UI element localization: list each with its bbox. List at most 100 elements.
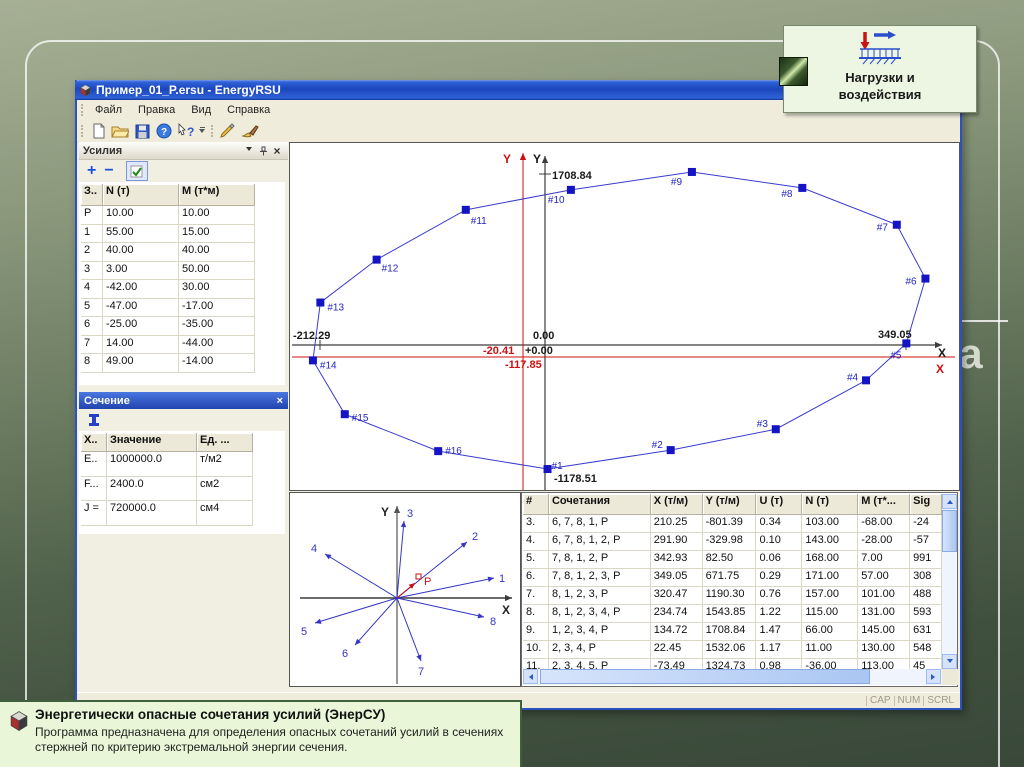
forces-table-cell: 4 [81, 280, 103, 299]
data-point-marker[interactable] [666, 446, 675, 455]
envelope-chart-panel[interactable]: #1 #2 #3 #4 #5 #6 #7 #8 #9 #10 #11 #12 #13 #14 #15 #16 Y… [289, 142, 960, 491]
check-combinations-button[interactable] [125, 161, 148, 181]
section-table-row[interactable]: J = 720000.0 см4 [81, 501, 253, 526]
forces-table-row[interactable]: 2 40.00 40.00 [81, 243, 255, 262]
combinations-table-row[interactable]: 7. 8, 1, 2, 3, P 320.47 1190.30 0.76 157.00 10… [523, 587, 942, 605]
chart-label: #15 [352, 413, 369, 424]
help-button[interactable]: ? [153, 121, 175, 141]
combinations-table-row[interactable]: 4. 6, 7, 8, 1, 2, P 291.90 -329.98 0.10 143.0… [523, 533, 942, 551]
combinations-table-row[interactable]: 8. 8, 1, 2, 3, 4, P 234.74 1543.85 1.22 115.0… [523, 605, 942, 623]
combinations-table-cell: 7, 8, 1, 2, P [548, 551, 651, 569]
forces-table-row[interactable]: 3 3.00 50.00 [81, 261, 255, 280]
data-point-marker[interactable] [798, 183, 807, 192]
panel-menu-button[interactable] [242, 144, 256, 158]
panel-pin-button[interactable] [256, 144, 270, 158]
combinations-table-cell: 1190.30 [702, 587, 757, 605]
section-type-button[interactable] [83, 410, 105, 430]
new-document-button[interactable] [87, 121, 109, 141]
chart-label: #10 [548, 195, 565, 206]
data-point-marker[interactable] [434, 447, 443, 456]
chart-label: Y [533, 152, 541, 166]
combinations-table-cell: -36.00 [802, 659, 859, 669]
chart-label: 7 [418, 666, 424, 678]
brush-tool-button[interactable] [239, 121, 261, 141]
save-button[interactable] [131, 121, 153, 141]
vector-line [314, 597, 398, 624]
section-table-row[interactable]: F... 2400.0 см2 [81, 476, 253, 502]
combinations-table-cell: 671.75 [702, 569, 757, 587]
forces-table-row[interactable]: P 10.00 10.00 [81, 206, 255, 225]
data-point-marker[interactable] [566, 185, 575, 194]
combinations-table-cell: 5. [523, 551, 549, 569]
chart-label: P [424, 576, 431, 588]
data-point-marker[interactable] [687, 167, 696, 176]
energy-tool-button[interactable] [217, 121, 239, 141]
forces-table-cell: 30.00 [179, 280, 255, 299]
combinations-table-cell: 320.47 [650, 587, 703, 605]
combinations-scrollbar-vertical[interactable] [942, 494, 957, 669]
vertical-scroll-thumb[interactable] [942, 510, 957, 552]
open-file-button[interactable] [109, 121, 131, 141]
forces-table-header-row: З.. N (т) M (т*м) [81, 184, 255, 206]
data-point-marker[interactable] [771, 425, 780, 434]
info-box-title: Энергетически опасные сочетания усилий (… [35, 707, 386, 722]
combinations-table-column-header: Sig [910, 494, 942, 515]
status-separator [923, 695, 925, 706]
scroll-down-button[interactable] [942, 654, 957, 669]
combinations-table-row[interactable]: 9. 1, 2, 3, 4, P 134.72 1708.84 1.47 66.00 145… [523, 623, 942, 641]
remove-row-button[interactable]: − [104, 162, 114, 179]
menu-item-Вид[interactable]: Вид [191, 104, 212, 116]
data-point-marker[interactable] [543, 465, 552, 474]
panel-close-button[interactable]: × [273, 143, 281, 158]
forces-table-row[interactable]: 7 14.00 -44.00 [81, 335, 255, 354]
forces-table-row[interactable]: 1 55.00 15.00 [81, 224, 255, 243]
data-point-marker[interactable] [921, 274, 930, 283]
section-table-row[interactable]: E.. 1000000.0 т/м2 [81, 452, 253, 477]
forces-panel-header[interactable]: Усилия × [79, 142, 288, 160]
horizontal-scroll-thumb[interactable] [540, 669, 870, 684]
menu-item-Файл[interactable]: Файл [95, 104, 123, 116]
data-point-marker[interactable] [892, 220, 901, 229]
forces-table-row[interactable]: 4 -42.00 30.00 [81, 280, 255, 299]
data-point-marker[interactable] [340, 410, 349, 419]
menu-item-Справка[interactable]: Справка [227, 104, 271, 116]
data-point-marker[interactable] [316, 298, 325, 307]
forces-table-row[interactable]: 5 -47.00 -17.00 [81, 298, 255, 317]
context-help-button[interactable]: ? [175, 121, 197, 141]
combinations-table-cell: 210.25 [650, 515, 703, 533]
menu-item-Правка[interactable]: Правка [138, 104, 176, 116]
toolbar-grip-2 [211, 125, 213, 137]
combinations-table-row[interactable]: 11. 2, 3, 4, 5, P -73.49 1324.73 0.98 -36.00 1… [523, 659, 942, 669]
app-icon [80, 84, 91, 96]
data-point-marker[interactable] [372, 255, 381, 264]
forces-table-row[interactable]: 8 49.00 -14.00 [81, 354, 255, 373]
combinations-table-row[interactable]: 6. 7, 8, 1, 2, 3, P 349.05 671.75 0.29 171.00… [523, 569, 942, 587]
combinations-table-row[interactable]: 5. 7, 8, 1, 2, P 342.93 82.50 0.06 168.00 7.00… [523, 551, 942, 569]
app-window: Пример_01_P.ersu - EnergyRSU Файл Правка В… [75, 80, 962, 710]
data-point-marker[interactable] [862, 376, 871, 385]
window-title: Пример_01_P.ersu - EnergyRSU [96, 83, 281, 97]
combinations-table-row[interactable]: 10. 2, 3, 4, P 22.45 1532.06 1.17 11.00 130.00… [523, 641, 942, 659]
toolbar-overflow-button[interactable] [197, 122, 207, 140]
forces-table-row[interactable]: 6 -25.00 -35.00 [81, 317, 255, 336]
combinations-table-column-header: Y (т/м) [702, 494, 757, 515]
arrowhead [541, 156, 549, 163]
scroll-up-button[interactable] [942, 494, 957, 509]
combinations-scrollbar-horizontal[interactable] [523, 669, 942, 685]
scroll-right-button[interactable] [926, 669, 941, 684]
section-panel-header[interactable]: Сечение × [79, 392, 288, 409]
combinations-table-column-header: M (т*... [858, 494, 911, 515]
chart-label: 6 [342, 648, 348, 660]
data-point-marker[interactable] [308, 356, 317, 365]
add-row-button[interactable]: + [87, 162, 97, 179]
combinations-table-cell: 7.00 [858, 551, 911, 569]
data-point-marker[interactable] [902, 339, 911, 348]
section-close-button[interactable]: × [276, 394, 283, 407]
combinations-table-row[interactable]: 3. 6, 7, 8, 1, P 210.25 -801.39 0.34 103.00 -6… [523, 515, 942, 533]
title-bar[interactable]: Пример_01_P.ersu - EnergyRSU [75, 80, 962, 100]
data-point-marker[interactable] [461, 205, 470, 214]
scroll-left-button[interactable] [523, 669, 538, 684]
section-table-cell: см2 [197, 476, 253, 502]
vector-diagram-panel[interactable]: X Y 1 2 3 4 5 6 7 8 P [289, 492, 521, 687]
combinations-table-cell: 4. [523, 533, 549, 551]
